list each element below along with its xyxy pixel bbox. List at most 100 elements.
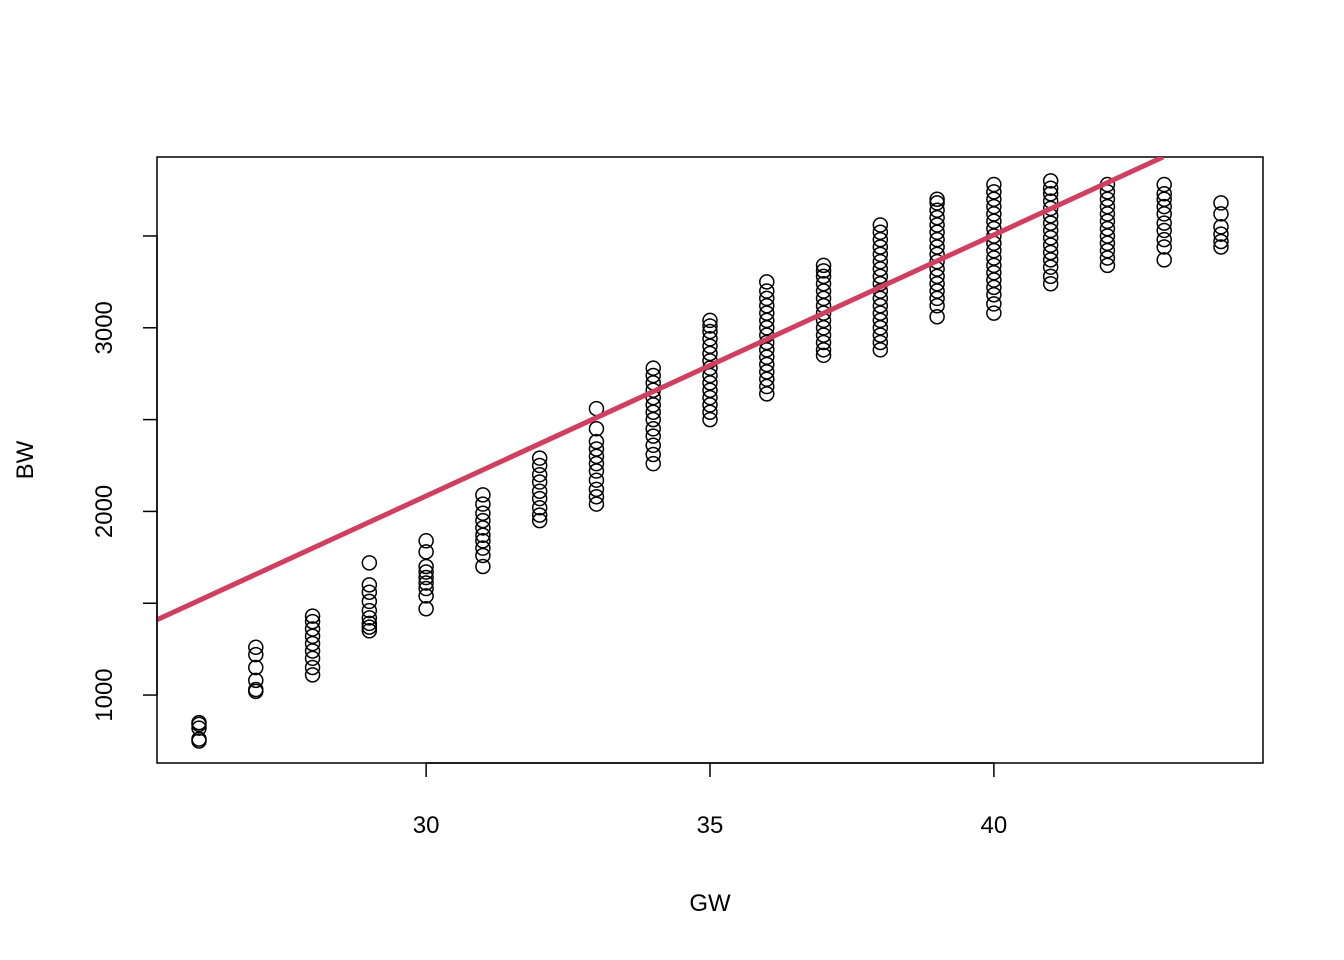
data-point (531, 466, 548, 483)
data-point (304, 621, 321, 637)
data-point (1156, 239, 1172, 255)
data-point (645, 360, 661, 376)
data-point (475, 487, 491, 503)
data-point (588, 488, 605, 505)
data-point (1156, 222, 1172, 239)
x-tick-label: 40 (981, 812, 1008, 839)
data-point (248, 681, 264, 698)
data-point (929, 191, 945, 207)
data-point (361, 555, 378, 571)
data-point (986, 184, 1002, 200)
data-point (304, 608, 321, 624)
x-tick-label: 35 (697, 812, 724, 839)
x-axis: 30 35 40 (413, 762, 1008, 839)
y-tick-label: 1000 (91, 668, 118, 721)
data-point (304, 667, 321, 683)
data-point (759, 290, 775, 307)
data-point (1042, 268, 1059, 285)
data-point (531, 483, 548, 499)
data-point (588, 481, 605, 498)
data-point (475, 540, 491, 556)
data-point (986, 296, 1002, 312)
data-point (588, 441, 605, 457)
data-point (475, 512, 491, 529)
data-point (361, 610, 378, 626)
data-point (1156, 185, 1172, 202)
data-point (418, 580, 434, 597)
data-point (361, 619, 378, 635)
data-point (929, 195, 945, 211)
data-point (1156, 198, 1172, 215)
data-point (1042, 275, 1059, 292)
data-point (815, 263, 832, 279)
data-point (531, 474, 548, 490)
data-point (645, 428, 661, 444)
data-point (304, 613, 321, 630)
data-point (1213, 239, 1229, 255)
data-point (1213, 195, 1229, 211)
data-point (759, 283, 775, 299)
data-point (702, 318, 718, 334)
y-tick-label: 3000 (91, 301, 118, 354)
data-point (361, 623, 378, 639)
data-point (531, 499, 548, 516)
data-point (1213, 226, 1229, 242)
y-axis: 1000 2000 3000 (91, 235, 158, 722)
data-point (1156, 215, 1172, 231)
data-point (191, 720, 207, 736)
data-point (645, 421, 661, 437)
data-point (1042, 173, 1059, 189)
data-point (815, 268, 832, 285)
data-point (986, 305, 1002, 321)
fit-line (157, 157, 1165, 623)
data-point (645, 455, 661, 472)
data-point (1213, 219, 1229, 235)
data-point (248, 659, 264, 676)
data-point (872, 224, 889, 241)
data-point (418, 588, 434, 604)
data-point (531, 507, 548, 523)
data-point (1156, 252, 1172, 268)
data-point (1042, 180, 1059, 196)
data-point (531, 457, 548, 474)
data-point (418, 544, 434, 560)
data-point (531, 512, 548, 529)
data-point (475, 496, 491, 512)
data-point (361, 615, 378, 632)
data-point (702, 331, 718, 347)
data-point (929, 309, 945, 325)
data-point (475, 505, 491, 522)
x-tick-label: 30 (413, 812, 440, 839)
data-point (588, 433, 605, 450)
data-points (191, 173, 1229, 749)
data-point (191, 714, 207, 731)
data-point (1213, 206, 1229, 222)
regression-line (157, 157, 1165, 623)
plot-frame (156, 156, 1264, 764)
data-point (702, 312, 718, 329)
data-point (1156, 231, 1172, 248)
data-point (361, 593, 378, 610)
data-point (872, 217, 889, 233)
data-point (929, 202, 945, 219)
data-point (248, 646, 264, 663)
data-point (248, 639, 264, 656)
data-point (418, 569, 434, 586)
y-tick-label: 2000 (91, 485, 118, 538)
data-point (361, 602, 378, 619)
data-point (418, 533, 434, 549)
x-axis-title: GW (689, 890, 731, 917)
data-point (418, 600, 434, 617)
data-point (702, 323, 718, 340)
data-point (645, 446, 661, 463)
data-point (588, 472, 605, 488)
data-point (361, 577, 378, 593)
data-point (815, 347, 832, 364)
data-point (588, 421, 605, 437)
data-point (1042, 185, 1059, 202)
data-point (645, 437, 661, 454)
data-point (475, 558, 491, 575)
data-point (815, 257, 832, 274)
data-point (986, 176, 1002, 193)
